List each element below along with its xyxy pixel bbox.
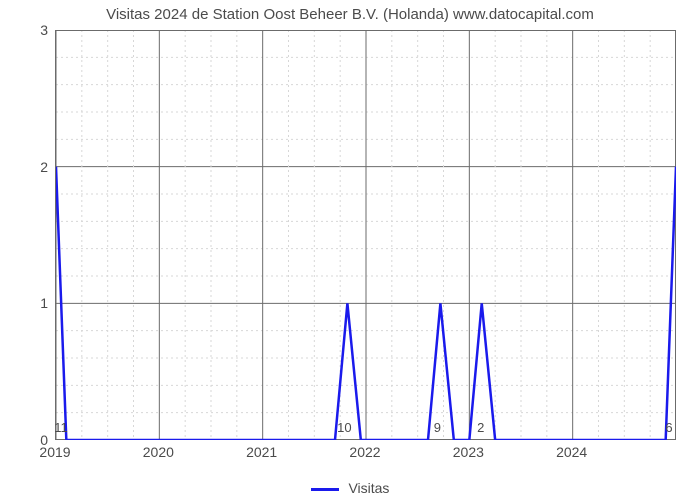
data-point-label: 2: [477, 420, 484, 435]
legend: Visitas: [0, 480, 700, 496]
legend-label: Visitas: [348, 480, 389, 496]
x-tick-label: 2020: [143, 444, 174, 460]
plot-svg: [56, 30, 676, 440]
data-point-label: 6: [665, 420, 672, 435]
x-tick-label: 2022: [349, 444, 380, 460]
y-tick-label: 1: [0, 295, 48, 311]
x-tick-label: 2019: [39, 444, 70, 460]
y-tick-label: 3: [0, 22, 48, 38]
data-point-label: 11: [54, 420, 68, 435]
data-point-label: 10: [337, 420, 351, 435]
chart-title: Visitas 2024 de Station Oost Beheer B.V.…: [0, 6, 700, 23]
grid: [56, 30, 676, 440]
chart-container: Visitas 2024 de Station Oost Beheer B.V.…: [0, 0, 700, 500]
x-tick-label: 2021: [246, 444, 277, 460]
plot-area: [55, 30, 675, 440]
legend-swatch: [311, 488, 339, 491]
data-point-label: 9: [434, 420, 441, 435]
y-tick-label: 2: [0, 159, 48, 175]
x-tick-label: 2024: [556, 444, 587, 460]
x-tick-label: 2023: [453, 444, 484, 460]
